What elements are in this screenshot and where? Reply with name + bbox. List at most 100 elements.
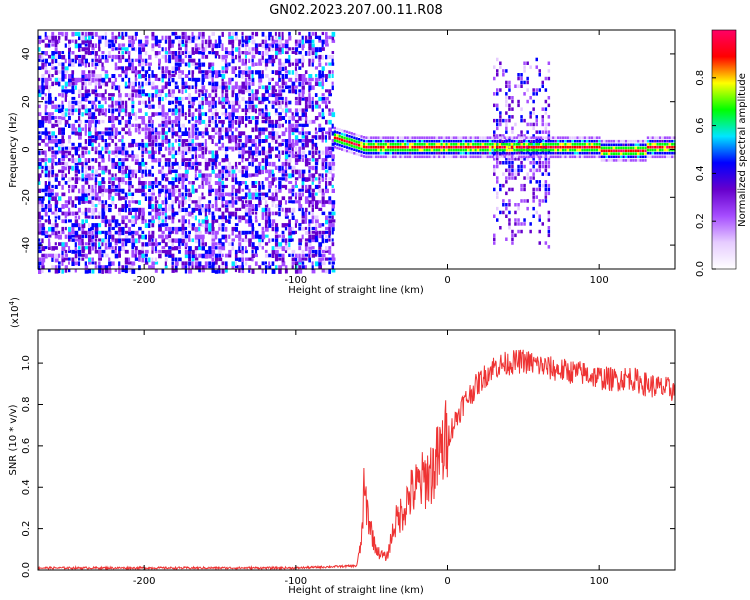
spectrogram-cell — [328, 211, 332, 215]
spectrogram-cell — [194, 177, 199, 181]
spectrogram-cell — [367, 151, 370, 155]
spectrogram-cell — [198, 116, 202, 121]
spectrogram-cell — [101, 207, 105, 212]
spectrogram-cell — [224, 192, 229, 197]
spectrogram-cell — [450, 155, 453, 159]
spectrogram-cell — [268, 184, 272, 189]
spectrogram-cell — [191, 154, 194, 160]
spectrogram-cell — [174, 104, 178, 109]
spectrogram-cell — [535, 136, 538, 139]
spectrogram-cell — [54, 51, 58, 55]
spectrogram-cell — [318, 104, 321, 109]
spectrogram-cell — [111, 226, 115, 231]
spectrogram-cell — [161, 215, 164, 220]
spectrogram-cell — [178, 62, 182, 67]
spectrogram-cell — [278, 66, 282, 71]
spectrogram-cell — [505, 118, 508, 123]
spectrogram-cell — [476, 145, 480, 149]
spectrogram-cell — [194, 234, 199, 240]
spectrogram-cell — [118, 112, 121, 117]
spectrogram-cell — [94, 104, 97, 110]
spectrogram-cell — [595, 145, 598, 149]
spectrogram-cell — [552, 139, 555, 143]
spectrogram-cell — [171, 230, 174, 234]
spectrogram-cell — [251, 242, 255, 247]
spectrogram-cell — [291, 89, 296, 94]
spectrogram-cell — [98, 58, 102, 63]
spectrogram-cell — [161, 70, 165, 74]
spectrogram-cell — [158, 219, 161, 225]
spectrogram-cell — [532, 151, 535, 155]
spectrogram-cell — [174, 62, 179, 66]
spectrogram-cell — [493, 136, 497, 139]
spectrogram-cell — [174, 66, 179, 71]
spectrogram-cell — [544, 99, 548, 104]
spectrogram-cell — [218, 188, 221, 193]
spectrogram-cell — [218, 43, 221, 48]
spectrogram-cell — [586, 151, 589, 155]
spectrogram-cell — [311, 108, 314, 112]
spectrogram-cell — [271, 77, 274, 81]
spectrogram-cell — [308, 188, 311, 194]
spectrogram-cell — [138, 265, 141, 271]
spectrogram-cell — [557, 155, 560, 159]
spectrogram-cell — [88, 230, 91, 235]
spectrogram-cell — [94, 230, 98, 235]
spectrogram-cell — [51, 104, 55, 109]
spectrogram-cell — [505, 161, 508, 165]
spectrogram-cell — [496, 195, 499, 199]
spectrogram-cell — [181, 204, 185, 208]
spectrogram-cell — [281, 238, 285, 243]
spectrogram-cell — [211, 188, 215, 192]
spectrogram-cell — [158, 161, 161, 167]
spectrogram-cell — [141, 207, 145, 213]
spectrogram-cell — [288, 131, 291, 136]
spectrogram-cell — [254, 93, 258, 98]
spectrogram-cell — [268, 85, 271, 90]
spectrogram-cell — [121, 238, 126, 242]
spectrogram-cell — [331, 85, 334, 91]
spectrogram-cell — [314, 261, 319, 267]
spectrogram-cell — [258, 184, 261, 190]
spectrogram-cell — [154, 135, 158, 140]
spectrogram-cell — [493, 157, 496, 161]
spectrogram-cell — [148, 192, 152, 196]
spectrogram-cell — [503, 155, 506, 159]
spectrogram-cell — [506, 145, 509, 149]
spectrogram-cell — [566, 139, 569, 143]
spectrogram-cell — [48, 269, 51, 273]
spectrogram-cell — [114, 77, 117, 82]
spectrogram-cell — [308, 96, 311, 102]
spectrogram-cell — [48, 35, 52, 39]
spectrogram-cell — [71, 165, 74, 171]
spectrogram-cell — [214, 219, 219, 223]
spectrogram-cell — [294, 142, 299, 146]
spectrogram-cell — [138, 47, 142, 52]
spectrogram-cell — [168, 47, 171, 51]
spectrogram-cell — [574, 139, 577, 143]
spectrogram-cell — [151, 238, 154, 242]
spectrogram-cell — [649, 155, 652, 159]
spectrogram-cell — [228, 146, 232, 150]
spectrogram-cell — [141, 74, 145, 79]
spectrogram-cell — [274, 242, 279, 247]
spectrogram-cell — [234, 173, 237, 178]
spectrogram-cell — [343, 145, 346, 148]
spectrogram-cell — [148, 230, 151, 235]
spectrogram-cell — [98, 246, 102, 250]
spectrogram-cell — [350, 147, 353, 151]
spectrogram-cell — [238, 119, 242, 125]
spectrogram-cell — [218, 257, 223, 262]
spectrogram-cell — [88, 177, 92, 181]
spectrogram-cell — [218, 226, 221, 231]
spectrogram-cell — [447, 139, 450, 143]
spectrogram-cell — [54, 196, 57, 202]
spectrogram-cell — [61, 192, 66, 197]
spectrogram-cell — [201, 35, 205, 39]
spectrogram-cell — [188, 223, 191, 228]
spectrogram-cell — [308, 85, 312, 91]
spectrogram-cell — [138, 188, 142, 193]
spectrogram-cell — [298, 43, 302, 48]
spectrogram-cell — [44, 184, 49, 190]
spectrogram-cell — [101, 204, 106, 209]
